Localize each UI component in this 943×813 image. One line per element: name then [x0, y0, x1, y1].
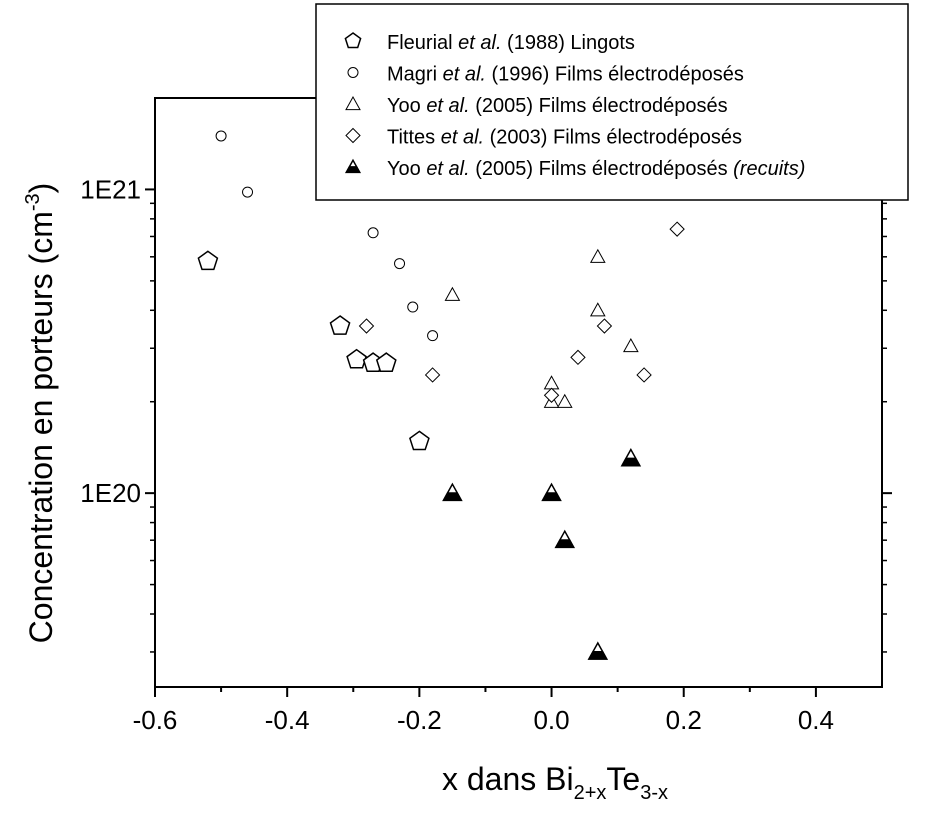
triangle-fill [442, 492, 463, 501]
legend-marker [345, 127, 361, 144]
legend: Fleurial et al. (1988) Lingots Magri et a… [315, 3, 909, 201]
data-point [596, 318, 613, 334]
data-point [329, 315, 351, 335]
legend-label-part: Yoo [387, 95, 426, 117]
data-point [409, 430, 430, 451]
triangle-fill [541, 492, 562, 501]
triangle-fill [621, 457, 641, 467]
legend-label: Tittes et al. (2003) Films électrodéposé… [387, 127, 742, 149]
data-point [424, 367, 441, 383]
legend-label: Yoo et al. (2005) Films électrodéposés (… [387, 158, 805, 180]
y-tick-label: 1E21 [80, 174, 141, 204]
data-point [554, 529, 576, 549]
legend-label: Fleurial et al. (1988) Lingots [387, 32, 635, 54]
x-tick-label: -0.6 [133, 705, 178, 735]
legend-items: Fleurial et al. (1988) Lingots Magri et a… [344, 32, 805, 180]
data-point [444, 286, 461, 301]
legend-label-part: (recuits) [733, 158, 805, 180]
data-point [367, 227, 379, 239]
triangle-fill [554, 539, 575, 548]
x-tick-label: -0.4 [265, 705, 310, 735]
legend-item-0: Fleurial et al. (1988) Lingots [344, 32, 635, 54]
data-point [587, 641, 609, 660]
series-0 [197, 250, 430, 451]
data-point [556, 393, 573, 408]
data-point [623, 338, 639, 353]
legend-label-part: et al. [443, 64, 486, 86]
data-point [541, 482, 562, 502]
legend-marker [344, 32, 362, 49]
data-point [636, 367, 652, 383]
x-axis-title-prefix: x dans Bi [442, 761, 574, 797]
legend-label-part: (1996) Films électrodéposés [486, 64, 744, 86]
legend-item-2: Yoo et al. (2005) Films électrodéposés [345, 95, 728, 117]
data-point [346, 348, 367, 369]
legend-item-1: Magri et al. (1996) Films électrodéposés [347, 64, 744, 86]
data-point [589, 248, 606, 263]
legend-label: Magri et al. (1996) Films électrodéposés [387, 64, 744, 86]
y-tick-label: 1E20 [80, 478, 141, 508]
major-ticks [145, 188, 892, 697]
legend-item-4: Yoo et al. (2005) Films électrodéposés (… [344, 158, 805, 180]
x-axis-title-mid: Te [606, 761, 640, 797]
data-point [215, 130, 227, 142]
legend-label-part: et al. [458, 32, 501, 54]
triangle-fill [345, 166, 361, 173]
y-axis-title-sup: -3 [22, 193, 44, 211]
x-axis-title-sub2: 3-x [640, 782, 668, 804]
legend-box [315, 3, 909, 201]
y-axis-title: Concentration en porteurs (cm-3) [22, 183, 59, 644]
x-axis-title: x dans Bi2+xTe3-x [442, 761, 668, 804]
legend-label-part: Yoo [387, 158, 426, 180]
data-point [358, 318, 375, 334]
series-3 [358, 221, 685, 403]
y-axis-title-close: ) [23, 183, 59, 194]
data-point [427, 330, 439, 342]
data-point [394, 258, 406, 270]
legend-marker [344, 158, 362, 174]
data-point [543, 387, 560, 403]
data-point [620, 447, 642, 467]
data-point [407, 301, 419, 313]
data-point [375, 352, 397, 372]
legend-label-part: (1988) Lingots [502, 32, 635, 54]
series-1 [215, 130, 439, 342]
x-axis-title-sub1: 2+x [574, 782, 607, 804]
legend-label-part: (2003) Films électrodéposés [484, 127, 742, 149]
legend-marker [347, 67, 359, 78]
data-point [543, 375, 560, 390]
data-point [669, 221, 685, 237]
legend-label: Yoo et al. (2005) Films électrodéposés [387, 95, 728, 117]
data-point [589, 302, 606, 317]
minor-ticks [150, 202, 887, 692]
data-point [197, 250, 219, 271]
legend-label-part: (2005) Films électrodéposés [470, 158, 733, 180]
series-4 [442, 447, 642, 660]
x-tick-label: 0.4 [798, 705, 834, 735]
x-tick-label: 0.2 [666, 705, 702, 735]
legend-label-part: et al. [426, 95, 469, 117]
data-point [570, 349, 586, 366]
data-point [442, 482, 463, 502]
x-tick-labels: -0.6 -0.4 -0.2 0.0 0.2 0.4 [133, 705, 834, 735]
y-axis-title-main: Concentration en porteurs (cm [23, 211, 59, 643]
legend-label-part: (2005) Films électrodéposés [470, 95, 728, 117]
triangle-fill [587, 651, 608, 660]
data-point [242, 186, 254, 198]
legend-item-3: Tittes et al. (2003) Films électrodéposé… [345, 127, 742, 149]
legend-label-part: Tittes [387, 127, 441, 149]
legend-label-part: et al. [441, 127, 484, 149]
y-tick-labels: 1E20 1E21 [80, 174, 141, 508]
data-points [197, 130, 685, 660]
legend-label-part: Fleurial [387, 32, 458, 54]
legend-marker [345, 95, 361, 111]
x-tick-label: 0.0 [533, 705, 569, 735]
x-tick-label: -0.2 [397, 705, 442, 735]
legend-label-part: Magri [387, 64, 443, 86]
legend-label-part: et al. [426, 158, 469, 180]
